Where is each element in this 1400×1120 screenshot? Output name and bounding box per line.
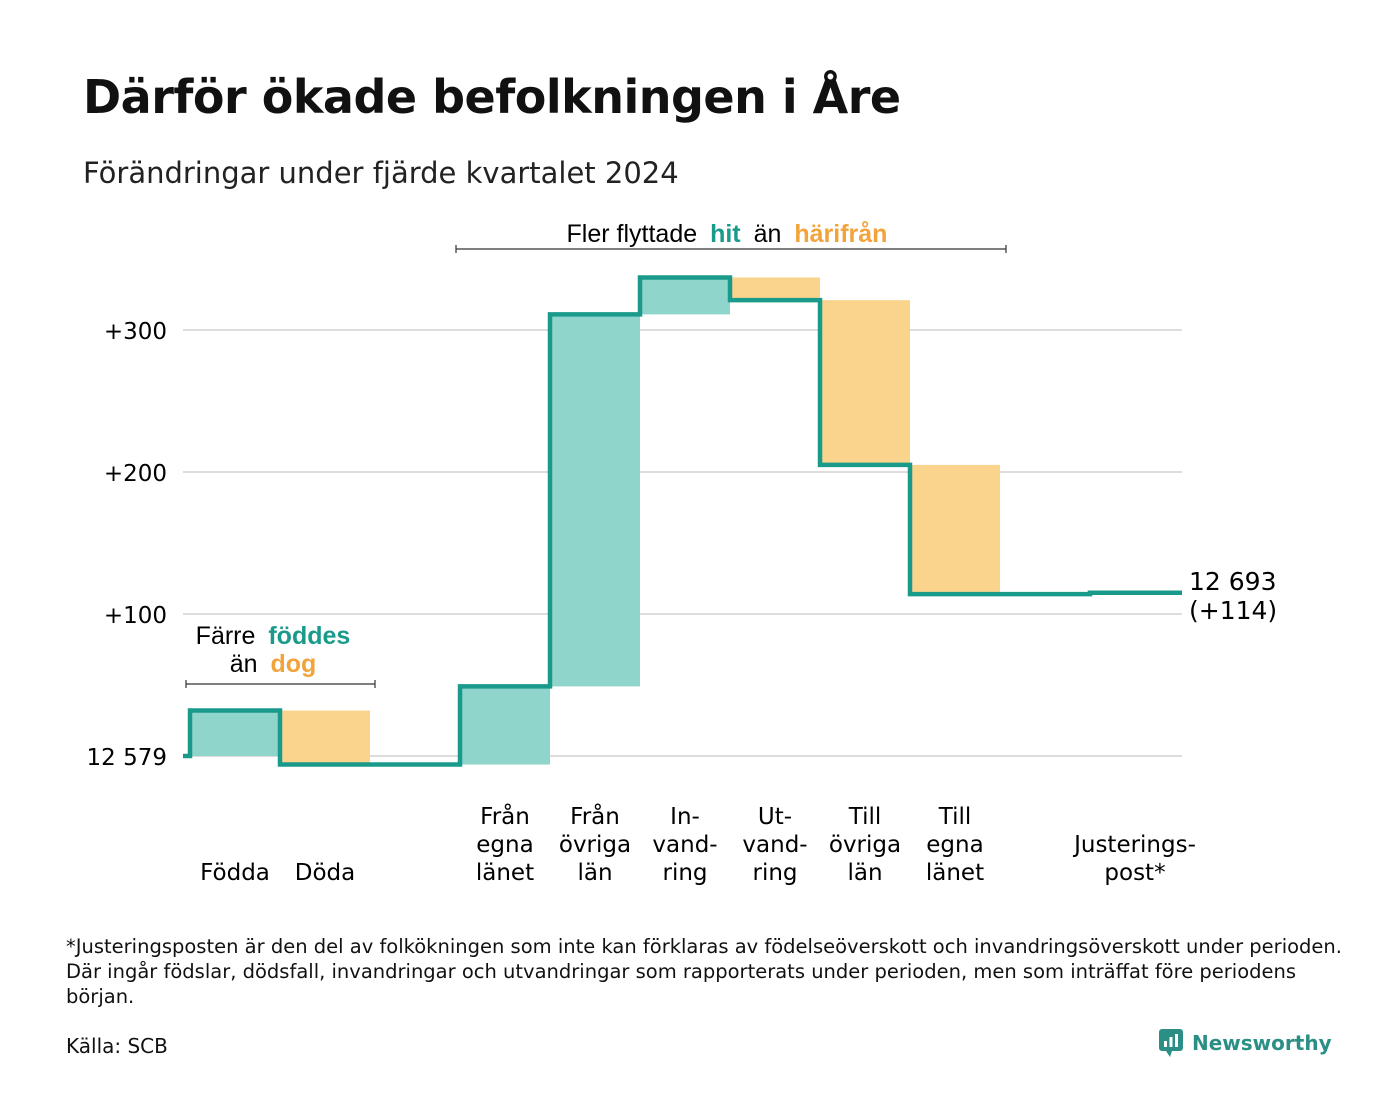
x-tick-label: Justerings- [1072, 832, 1196, 858]
x-tick-label: Till [938, 804, 972, 830]
newsworthy-logo: Newsworthy [1158, 1028, 1332, 1058]
chart-subtitle: Förändringar under fjärde kvartalet 2024 [83, 156, 679, 190]
x-tick-label: Döda [295, 860, 355, 886]
bar [190, 710, 280, 756]
births-annotation-prefix: Färre [196, 622, 256, 650]
deaths-annotation-prefix: än [230, 650, 258, 678]
x-tick-label: egna [926, 832, 983, 858]
migration-annotation-middle: än [754, 220, 782, 248]
chart-title: Därför ökade befolkningen i Åre [83, 70, 901, 124]
x-tick-label: län [847, 860, 882, 886]
x-tick-label: Ut- [758, 804, 792, 830]
svg-text:än dog: än dog [230, 650, 317, 678]
svg-text:Fler flyttade hit: Fler flyttade hit än härifrån [567, 220, 888, 248]
bar [280, 710, 370, 765]
footnote: *Justeringsposten är den del av folkökni… [66, 935, 1342, 1008]
x-tick-label: övriga [829, 832, 901, 858]
newsworthy-logo-icon [1159, 1029, 1183, 1057]
svg-text:Färre föddes: Färre föddes [196, 622, 351, 650]
end-value-label: 12 693 (+114) [1189, 567, 1277, 625]
step-line-path [183, 275, 1182, 767]
x-tick-label: In- [670, 804, 700, 830]
end-value-total: 12 693 [1189, 567, 1276, 596]
bar [820, 300, 910, 465]
x-tick-label: ring [662, 860, 707, 886]
y-tick-label: +200 [104, 461, 167, 487]
x-tick-label: Från [570, 802, 620, 830]
bars [190, 277, 1000, 765]
x-tick-label: Till [848, 804, 882, 830]
y-tick-label: +100 [104, 603, 167, 629]
source: Källa: SCB [66, 1034, 168, 1058]
x-tick-label: länet [926, 860, 984, 886]
migration-annotation-hit: hit [710, 220, 741, 248]
migration-bracket [455, 245, 1007, 253]
migration-annotation: Fler flyttade hit än härifrån [455, 220, 1007, 253]
births-annotation: Färre föddes än dog [185, 622, 376, 688]
x-tick-label: länet [476, 860, 534, 886]
x-tick-label: Födda [200, 860, 270, 886]
y-tick-label: 12 579 [87, 745, 167, 771]
bar [460, 686, 550, 765]
gridlines [183, 329, 1182, 757]
newsworthy-logo-text: Newsworthy [1192, 1031, 1332, 1055]
migration-annotation-prefix: Fler flyttade [567, 220, 698, 248]
x-tick-label: län [577, 860, 612, 886]
bar [730, 277, 820, 301]
births-bracket [185, 680, 376, 688]
bar [550, 314, 640, 687]
bar [910, 464, 1000, 595]
x-tick-label: post* [1104, 860, 1165, 886]
step-line [183, 275, 1182, 767]
end-value-change: (+114) [1189, 596, 1277, 625]
x-tick-label: övriga [559, 832, 631, 858]
x-tick-label: vand- [652, 832, 717, 858]
y-tick-label: +300 [104, 319, 167, 345]
x-tick-label: ring [752, 860, 797, 886]
x-tick-label: egna [476, 832, 533, 858]
x-tick-label: vand- [742, 832, 807, 858]
deaths-annotation-highlight: dog [270, 650, 316, 678]
x-tick-labels: Födda DödaFrånegnalänetFrånövrigalänIn-va… [200, 802, 1196, 886]
waterfall-chart: 12 579+100+200+300 Födda DödaFrånegnaläne… [87, 220, 1278, 886]
x-tick-label: Från [480, 802, 530, 830]
bar [640, 277, 730, 315]
migration-annotation-harifran: härifrån [794, 220, 887, 248]
y-tick-labels: 12 579 +100 +200 +300 [87, 319, 167, 771]
births-annotation-highlight: föddes [268, 622, 350, 650]
